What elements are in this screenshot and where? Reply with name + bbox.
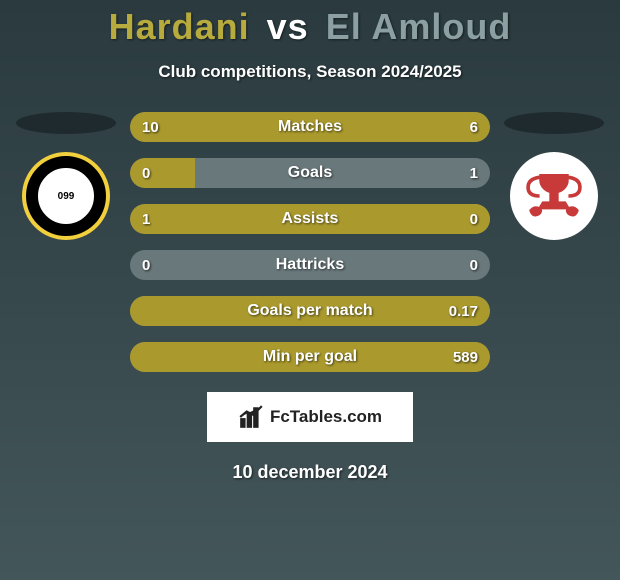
chart-icon: [238, 404, 264, 430]
stat-bar: 106Matches: [130, 112, 490, 142]
subtitle: Club competitions, Season 2024/2025: [0, 62, 620, 82]
stat-label: Hattricks: [130, 250, 490, 280]
comparison-infographic: Hardani vs El Amloud Club competitions, …: [0, 0, 620, 580]
stat-bars: 106Matches 01Goals 10Assists 00Hattricks 0.1…: [130, 112, 490, 372]
stat-label: Assists: [130, 204, 490, 234]
stat-bar: 00Hattricks: [130, 250, 490, 280]
stat-label: Min per goal: [130, 342, 490, 372]
page-title: Hardani vs El Amloud: [0, 6, 620, 48]
trophy-icon: [518, 160, 590, 232]
stat-bar: 01Goals: [130, 158, 490, 188]
stat-bar: 10Assists: [130, 204, 490, 234]
player2-name: El Amloud: [326, 6, 512, 47]
branding-text: FcTables.com: [270, 407, 382, 427]
date-text: 10 december 2024: [0, 462, 620, 483]
right-club-badge: [510, 152, 598, 240]
branding-box: FcTables.com: [207, 392, 413, 442]
content-row: 099 106Matches 01Goals 10Assists 00Hattrick…: [0, 112, 620, 372]
left-badge-inner: 099: [35, 165, 97, 227]
left-club-badge: 099: [22, 152, 110, 240]
stat-label: Goals per match: [130, 296, 490, 326]
left-side: 099: [16, 112, 116, 240]
stat-bar: 589Min per goal: [130, 342, 490, 372]
right-shadow: [504, 112, 604, 134]
player1-name: Hardani: [109, 6, 250, 47]
vs-text: vs: [267, 6, 309, 47]
right-side: [504, 112, 604, 240]
left-shadow: [16, 112, 116, 134]
stat-label: Goals: [130, 158, 490, 188]
stat-bar: 0.17Goals per match: [130, 296, 490, 326]
stat-label: Matches: [130, 112, 490, 142]
